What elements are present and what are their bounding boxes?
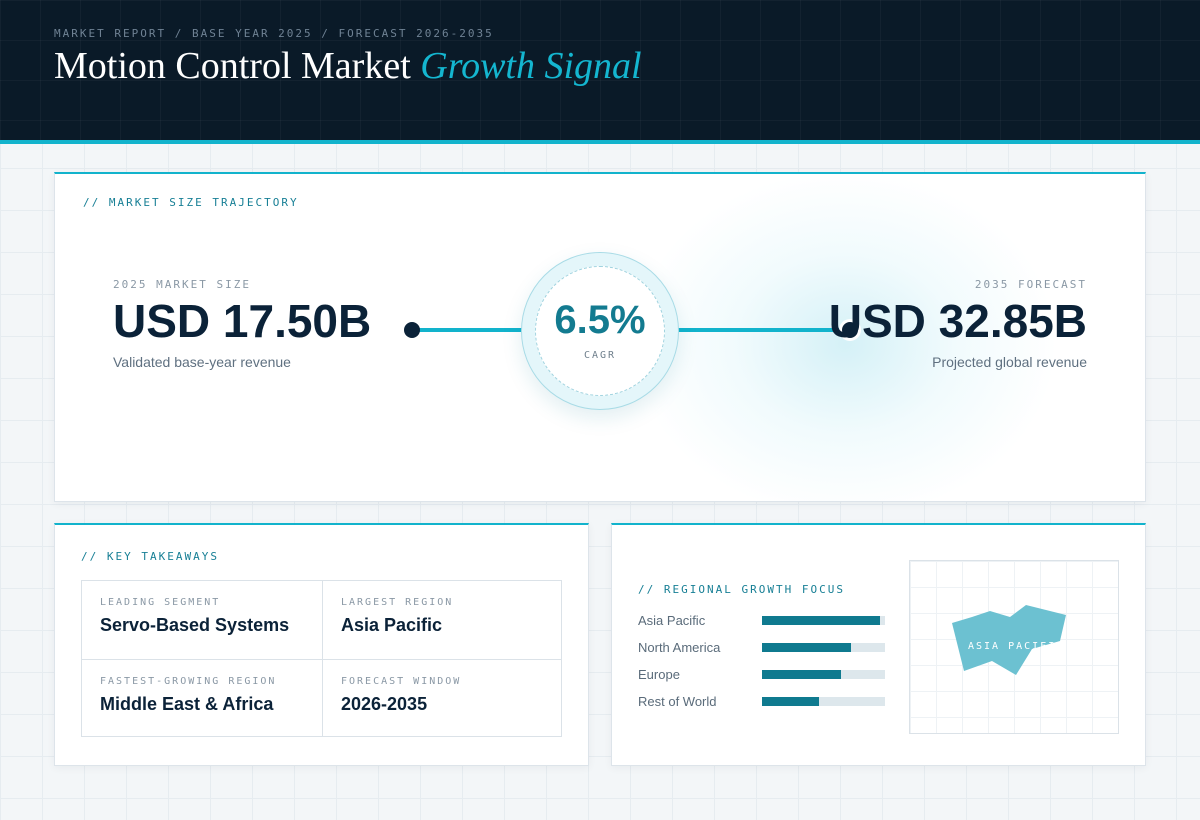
asia-pacific-map-shape bbox=[952, 605, 1066, 675]
forecast-value: USD 32.85B bbox=[828, 295, 1087, 347]
takeaway-value: Servo-Based Systems bbox=[100, 615, 290, 635]
region-bar-track bbox=[762, 697, 885, 706]
key-takeaways-card: // KEY TAKEAWAYS LEADING SEGMENT Servo-B… bbox=[54, 523, 589, 766]
takeaway-caption: LEADING SEGMENT bbox=[100, 597, 221, 608]
takeaway-cell-fastest-growing: FASTEST-GROWING REGION Middle East & Afr… bbox=[82, 659, 322, 737]
region-bar-fill bbox=[762, 697, 819, 706]
forecast-caption: 2035 FORECAST bbox=[974, 278, 1087, 291]
takeaway-cell-forecast-window: FORECAST WINDOW 2026-2035 bbox=[322, 659, 562, 737]
region-bar-track bbox=[762, 643, 885, 652]
map-region-label: ASIA PACIFIC bbox=[968, 641, 1065, 652]
takeaway-value: 2026-2035 bbox=[341, 694, 428, 714]
cagr-label: CAGR bbox=[583, 350, 617, 361]
takeaway-cell-largest-region: LARGEST REGION Asia Pacific bbox=[322, 581, 562, 659]
takeaway-caption: FASTEST-GROWING REGION bbox=[100, 676, 277, 687]
cagr-inner-ring bbox=[535, 266, 665, 396]
takeaway-value: Middle East & Africa bbox=[100, 694, 274, 714]
region-map: ASIA PACIFIC bbox=[909, 560, 1119, 734]
breadcrumb: MARKET REPORT / BASE YEAR 2025 / FORECAS… bbox=[54, 27, 494, 40]
region-bar-track bbox=[762, 616, 885, 625]
regional-growth-card: // REGIONAL GROWTH FOCUS Asia Pacific No… bbox=[611, 523, 1146, 766]
trajectory-line-left bbox=[419, 328, 529, 332]
region-bar-fill bbox=[762, 670, 841, 679]
market-size-card: // MARKET SIZE TRAJECTORY 2025 MARKET SI… bbox=[54, 172, 1146, 502]
region-bar-fill bbox=[762, 616, 881, 625]
base-year-subtitle: Validated base-year revenue bbox=[113, 354, 291, 370]
page-title-accent: Growth Signal bbox=[420, 45, 642, 87]
regional-section-label: // REGIONAL GROWTH FOCUS bbox=[638, 583, 845, 596]
takeaway-value: Asia Pacific bbox=[341, 615, 443, 635]
takeaway-caption: FORECAST WINDOW bbox=[341, 676, 462, 687]
page-title-main: Motion Control Market bbox=[54, 45, 421, 87]
region-label: North America bbox=[638, 640, 721, 655]
report-header: MARKET REPORT / BASE YEAR 2025 / FORECAS… bbox=[0, 0, 1200, 144]
region-bar-fill bbox=[762, 643, 851, 652]
base-year-caption: 2025 MARKET SIZE bbox=[113, 278, 251, 291]
base-year-value: USD 17.50B bbox=[113, 295, 372, 347]
region-label: Rest of World bbox=[638, 694, 717, 709]
cagr-value: 6.5% bbox=[554, 298, 646, 342]
forecast-glow bbox=[625, 174, 1065, 501]
end-point-marker bbox=[842, 322, 858, 338]
trajectory-line-right bbox=[671, 328, 851, 332]
trajectory-section-label: // MARKET SIZE TRAJECTORY bbox=[83, 196, 299, 209]
region-label: Asia Pacific bbox=[638, 613, 706, 628]
takeaway-cell-leading-segment: LEADING SEGMENT Servo-Based Systems bbox=[82, 581, 322, 659]
takeaway-caption: LARGEST REGION bbox=[341, 597, 454, 608]
forecast-subtitle: Projected global revenue bbox=[932, 354, 1087, 370]
takeaways-grid: LEADING SEGMENT Servo-Based Systems LARG… bbox=[81, 580, 562, 737]
start-point-marker bbox=[404, 322, 420, 338]
region-label: Europe bbox=[638, 667, 680, 682]
region-bar-track bbox=[762, 670, 885, 679]
page-title: Motion Control Market Growth Signal bbox=[54, 44, 642, 88]
takeaways-section-label: // KEY TAKEAWAYS bbox=[81, 550, 219, 563]
